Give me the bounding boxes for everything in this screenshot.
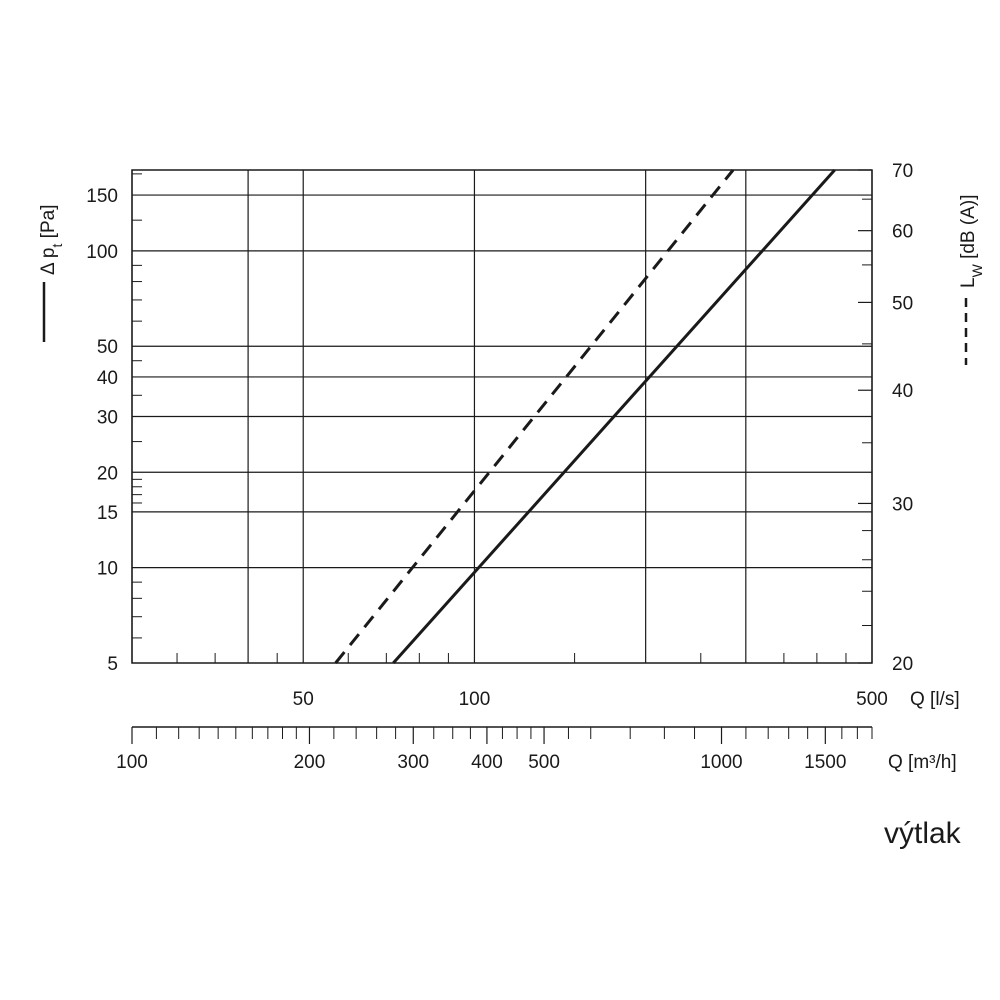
y-axis-title: Δ pt [Pa] xyxy=(38,205,65,275)
y-tick-label: 20 xyxy=(97,463,118,484)
x2-tick-label: 1500 xyxy=(804,752,846,773)
series-line-pressure-solid xyxy=(392,168,836,665)
x-tick-label: 100 xyxy=(459,689,491,710)
x2-tick-label: 300 xyxy=(397,752,429,773)
grid xyxy=(131,170,873,663)
y-tick-label: 5 xyxy=(107,654,118,675)
x-tick-label: 500 xyxy=(856,689,888,710)
y-axis-title-unit: [Pa] xyxy=(38,205,59,244)
y2-axis-title-base: L xyxy=(958,277,979,288)
y-tick-label: 150 xyxy=(86,186,118,207)
y-tick-label: 15 xyxy=(97,503,118,524)
x-axis-title: Q [l/s] xyxy=(910,689,960,710)
y2-tick-label: 40 xyxy=(892,381,913,402)
secondary-x-axis: 100 200 300 400 500 1000 1500 xyxy=(116,726,873,773)
y-tick-label: 40 xyxy=(97,368,118,389)
y2-tick-label: 20 xyxy=(892,654,913,675)
y-axis-title-base: Δ p xyxy=(38,248,59,276)
chart-caption: výtlak xyxy=(884,817,962,850)
y2-axis-title-sub: W xyxy=(969,263,985,277)
y2-axis-title: LW [dB (A)] xyxy=(958,195,985,288)
y2-axis-title-unit: [dB (A)] xyxy=(958,195,979,265)
y-tick-label: 50 xyxy=(97,337,118,358)
plot-frame xyxy=(131,169,873,664)
y2-tick-label: 60 xyxy=(892,222,913,243)
y-tick-label: 100 xyxy=(86,242,118,263)
x-tick-label: 50 xyxy=(293,689,314,710)
tick-labels: 5 10 15 20 30 40 50 100 150 20 30 40 50 60 70 50 100 500 xyxy=(86,161,913,710)
y-tick-label: 10 xyxy=(97,559,118,580)
x2-tick-label: 100 xyxy=(116,752,148,773)
x2-tick-label: 200 xyxy=(294,752,326,773)
y-tick-label: 30 xyxy=(97,408,118,429)
x2-axis-title: Q [m³/h] xyxy=(888,752,957,773)
series xyxy=(334,168,836,665)
series-line-noise-dashed xyxy=(334,169,735,664)
y2-tick-label: 30 xyxy=(892,494,913,515)
y-axis-title-sub: t xyxy=(49,244,65,248)
y2-tick-label: 70 xyxy=(892,161,913,182)
x2-tick-label: 1000 xyxy=(700,752,742,773)
x2-tick-label: 400 xyxy=(471,752,503,773)
x2-tick-label: 500 xyxy=(528,752,560,773)
y2-tick-label: 50 xyxy=(892,293,913,314)
